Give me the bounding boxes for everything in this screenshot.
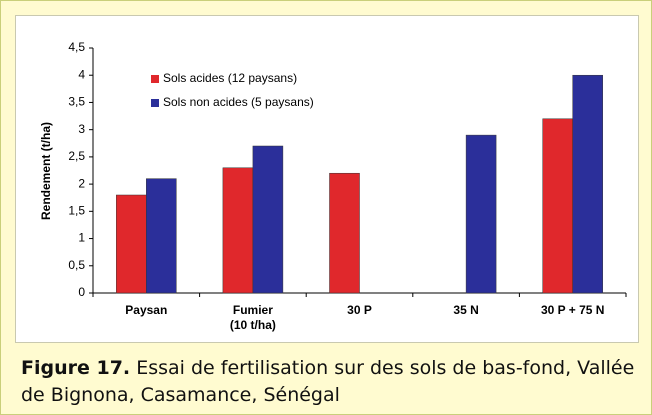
x-tick-label: 35 N <box>453 303 479 317</box>
y-tick-label: 0 <box>78 285 85 299</box>
y-tick-label: 1,5 <box>68 204 85 218</box>
y-tick-label: 3,5 <box>68 95 85 109</box>
y-tick-label: 3 <box>78 122 85 136</box>
bar <box>222 167 254 294</box>
caption: Figure 17. Essai de fertilisation sur de… <box>21 355 641 409</box>
legend-label: Sols acides (12 paysans) <box>163 71 297 85</box>
bar <box>116 194 147 294</box>
y-tick-label: 4,5 <box>68 40 85 54</box>
y-tick-label: 1 <box>78 231 85 245</box>
y-tick-label: 2 <box>78 176 85 190</box>
y-tick-label: 0,5 <box>68 258 85 272</box>
bar <box>542 118 573 294</box>
legend-label: Sols non acides (5 paysans) <box>163 95 314 109</box>
chart: Rendement (t/ha) 0 0,5 1 1,5 2 2,5 3 3,5 4 4,5 Sol… <box>39 40 627 299</box>
y-tick-label: 4 <box>78 67 85 81</box>
bar <box>329 172 360 294</box>
x-tick-label: Fumier (10 t/ha) <box>229 303 276 332</box>
caption-text: Essai de fertilisation sur des sols de b… <box>21 357 635 406</box>
bar <box>146 178 177 294</box>
figure-label: Figure 17. <box>21 357 131 379</box>
legend-swatch <box>151 99 159 107</box>
legend-swatch <box>151 75 159 83</box>
x-tick-label: 30 P <box>347 303 372 317</box>
bar <box>465 134 497 294</box>
x-tick-label: 30 P + 75 N <box>540 303 605 317</box>
bar <box>252 145 284 294</box>
bar <box>572 74 603 294</box>
y-axis-label: Rendement (t/ha) <box>39 122 53 220</box>
y-tick-label: 2,5 <box>68 149 85 163</box>
x-tick-label: Paysan <box>125 303 168 317</box>
